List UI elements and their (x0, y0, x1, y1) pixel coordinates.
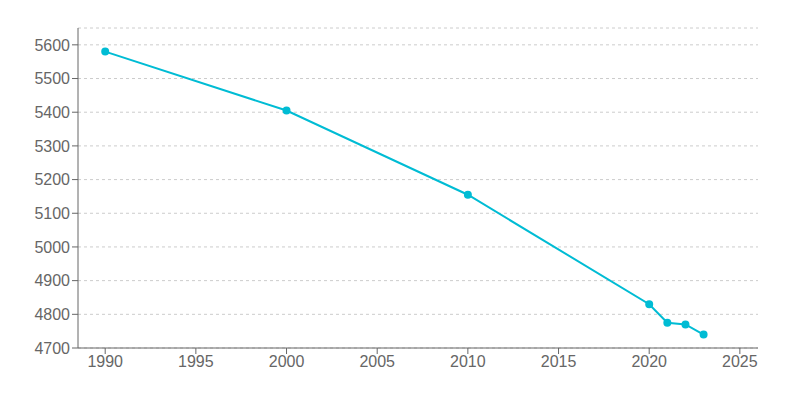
svg-text:5100: 5100 (34, 205, 70, 222)
svg-text:5000: 5000 (34, 239, 70, 256)
svg-text:2020: 2020 (631, 353, 667, 370)
svg-text:2010: 2010 (450, 353, 486, 370)
svg-text:4900: 4900 (34, 272, 70, 289)
svg-text:4800: 4800 (34, 306, 70, 323)
svg-text:2005: 2005 (359, 353, 395, 370)
svg-text:5300: 5300 (34, 138, 70, 155)
svg-text:2025: 2025 (722, 353, 758, 370)
svg-text:1990: 1990 (87, 353, 123, 370)
svg-text:5600: 5600 (34, 37, 70, 54)
svg-text:2000: 2000 (269, 353, 305, 370)
svg-text:5200: 5200 (34, 171, 70, 188)
svg-text:5400: 5400 (34, 104, 70, 121)
svg-text:1995: 1995 (178, 353, 214, 370)
svg-text:5500: 5500 (34, 70, 70, 87)
svg-text:4700: 4700 (34, 340, 70, 357)
svg-text:2015: 2015 (541, 353, 577, 370)
